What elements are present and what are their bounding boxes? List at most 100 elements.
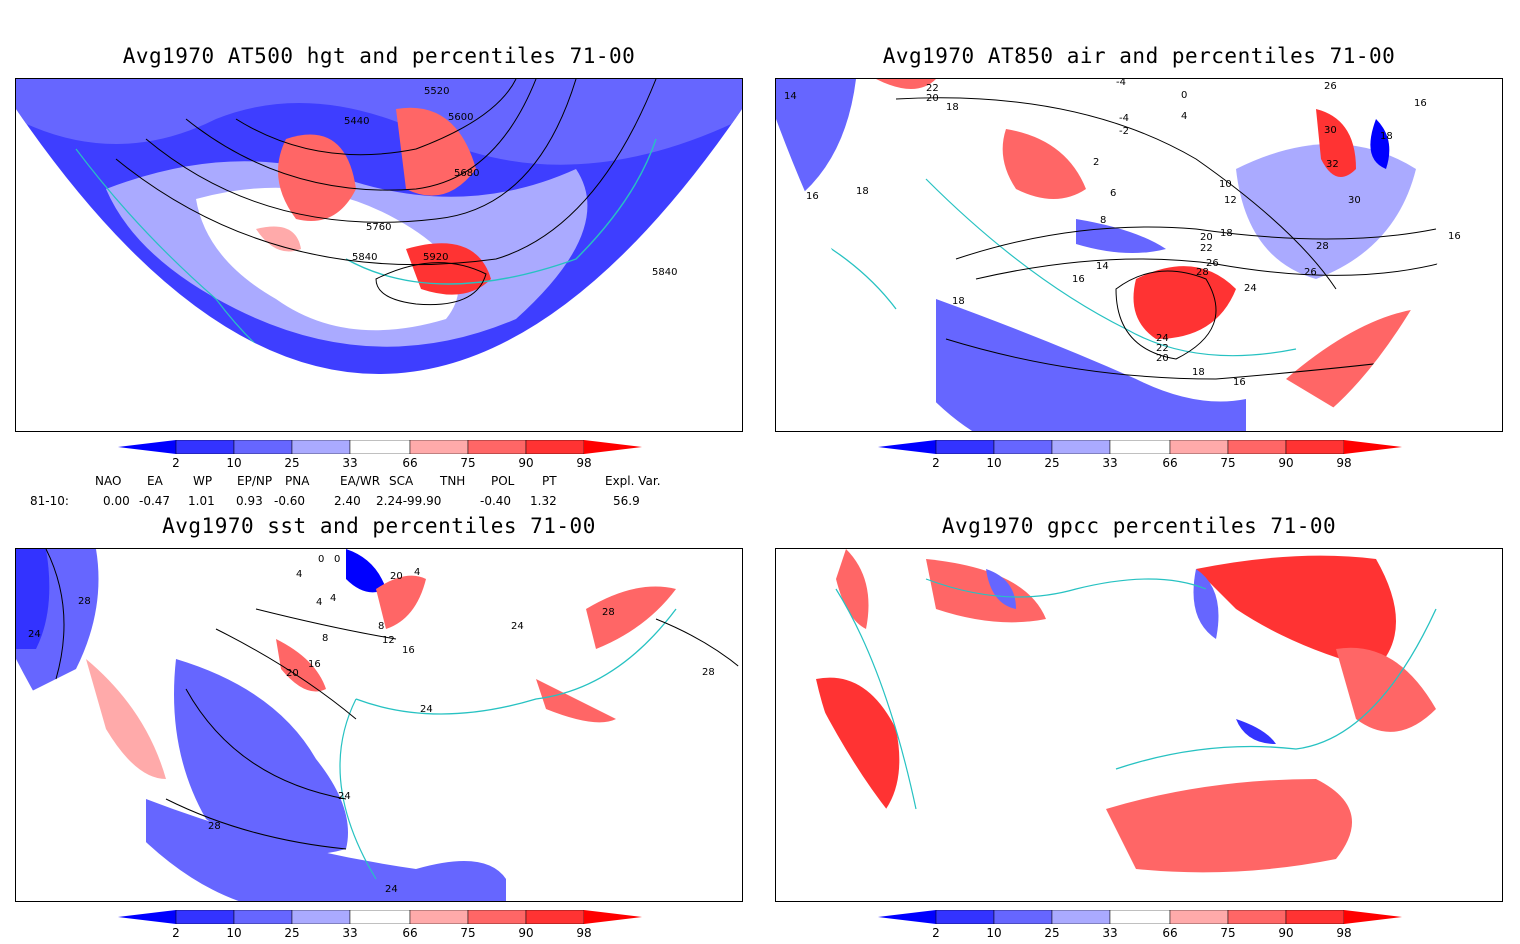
index-header: PT: [542, 474, 557, 488]
map-sst-svg: 28 24 0 0 4 4 4 20 4 8 12 16 16 20 8 24 …: [16, 549, 742, 901]
region-high-pct: [1336, 647, 1436, 732]
index-row-label: 81-10:: [30, 494, 69, 508]
contour-label: 18: [946, 102, 959, 113]
contour-line: [115, 79, 657, 266]
contour-label: 4: [296, 569, 302, 580]
contour-label: 20: [286, 668, 299, 679]
contour-label: 10: [1219, 179, 1232, 190]
colorbar-tick-label: 98: [576, 926, 592, 940]
region-high-pct: [1286, 309, 1416, 409]
colorbar-tick-label: 66: [1162, 456, 1178, 470]
coastline: [345, 138, 657, 285]
contour-label: 28: [78, 596, 91, 607]
region-low-pct-core: [1370, 119, 1390, 169]
colorbar-top-right: 2 10 25 33 66 75 90 98: [878, 440, 1418, 474]
index-header: NAO: [95, 474, 122, 488]
index-value: 56.9: [613, 494, 640, 508]
contour-label: 14: [1096, 261, 1109, 272]
contour-label: 4: [316, 597, 322, 608]
region-low-pct: [776, 79, 856, 199]
contour-label: 20: [390, 571, 403, 582]
colorbar-tick-label: 98: [576, 456, 592, 470]
colorbar-tick-label: 66: [1162, 926, 1178, 940]
contour-label: 22: [1156, 343, 1169, 354]
index-header: POL: [491, 474, 515, 488]
contour-line: [185, 688, 347, 800]
index-value: -0.47: [139, 494, 171, 508]
index-header: TNH: [440, 474, 466, 488]
colorbar-tick-label: 2: [932, 456, 940, 470]
colorbar-tick-label: 2: [172, 456, 180, 470]
contour-label: 32: [1326, 159, 1339, 170]
contour-label: 20: [1200, 232, 1213, 243]
contour-label: 16: [402, 645, 415, 656]
region-high-pct: [1106, 779, 1352, 873]
contour-label: 24: [511, 621, 524, 632]
contour-line: [45, 549, 65, 680]
region-high-pct: [276, 639, 326, 692]
contour-label: 18: [1380, 131, 1393, 142]
contour-label: -4: [1116, 79, 1126, 88]
colorbar-tick-label: 10: [986, 926, 1002, 940]
contour-label: 12: [382, 635, 395, 646]
colorbar-tick-label: 33: [1102, 456, 1118, 470]
contour-label: 18: [1192, 367, 1205, 378]
region-neutral: [196, 187, 459, 331]
coastline: [925, 578, 1207, 598]
region-low-pct-core: [346, 549, 386, 593]
contour-line: [145, 79, 577, 223]
index-header: EA: [147, 474, 163, 488]
map-gpcc-svg: [776, 549, 1502, 901]
region-low-pct: [16, 79, 742, 165]
colorbar-tick-label: 66: [402, 926, 418, 940]
contour-label: 20: [926, 93, 939, 104]
region-high-pct: [1133, 266, 1236, 339]
colorbar-tick-label: 33: [342, 456, 358, 470]
contour-label: 0: [1181, 90, 1187, 101]
contour-label: -2: [1119, 126, 1129, 137]
contour-line: [375, 262, 487, 306]
contour-label: 28: [1316, 241, 1329, 252]
contour-label: 5680: [454, 168, 479, 179]
coastline: [1115, 608, 1437, 770]
contour-label: 28: [208, 821, 221, 832]
region-high-pct: [926, 559, 1046, 623]
contour-label: 28: [1196, 267, 1209, 278]
contour-line: [655, 618, 742, 670]
colorbar-tick-label: 90: [518, 926, 534, 940]
region-low-pct: [1236, 719, 1276, 744]
contour-label: 16: [1233, 377, 1246, 388]
contour-label: 24: [28, 629, 41, 640]
index-value: -0.60: [274, 494, 306, 508]
contour-label: 8: [1100, 215, 1106, 226]
contour-label: 0: [318, 554, 324, 565]
colorbar-tick-label: 90: [1278, 926, 1294, 940]
region-low-pct: [986, 569, 1016, 609]
colorbar-svg: [878, 910, 1402, 924]
region-low-pct: [146, 799, 506, 901]
region-low-pct-core: [16, 549, 50, 649]
index-header: WP: [193, 474, 213, 488]
region-low-pct: [174, 659, 348, 855]
colorbar-svg: [118, 440, 642, 454]
region-high-pct: [536, 679, 616, 723]
map-at850-air: 22 20 18 14 -4 0 4 -4 -2 2 26 16 30 18 3…: [775, 78, 1503, 432]
contour-label: 6: [1110, 188, 1116, 199]
index-value: 0.93: [236, 494, 263, 508]
index-header: EP/NP: [237, 474, 273, 488]
contour-label: 16: [308, 659, 321, 670]
contour-label: 24: [385, 884, 398, 895]
contour-line: [235, 79, 517, 156]
contour-line: [955, 226, 1437, 260]
contour-label: 18: [1220, 228, 1233, 239]
contour-line: [945, 338, 1417, 380]
colorbar-tick-label: 98: [1336, 926, 1352, 940]
region-low-pct: [1076, 219, 1166, 253]
contour-label: 8: [378, 621, 384, 632]
contour-label: 24: [1156, 333, 1169, 344]
map-at850-svg: 22 20 18 14 -4 0 4 -4 -2 2 26 16 30 18 3…: [776, 79, 1502, 431]
contour-label: 4: [414, 567, 420, 578]
contour-label: 26: [1206, 258, 1219, 269]
contour-line: [895, 97, 1337, 290]
contour-label: 5440: [344, 116, 369, 127]
